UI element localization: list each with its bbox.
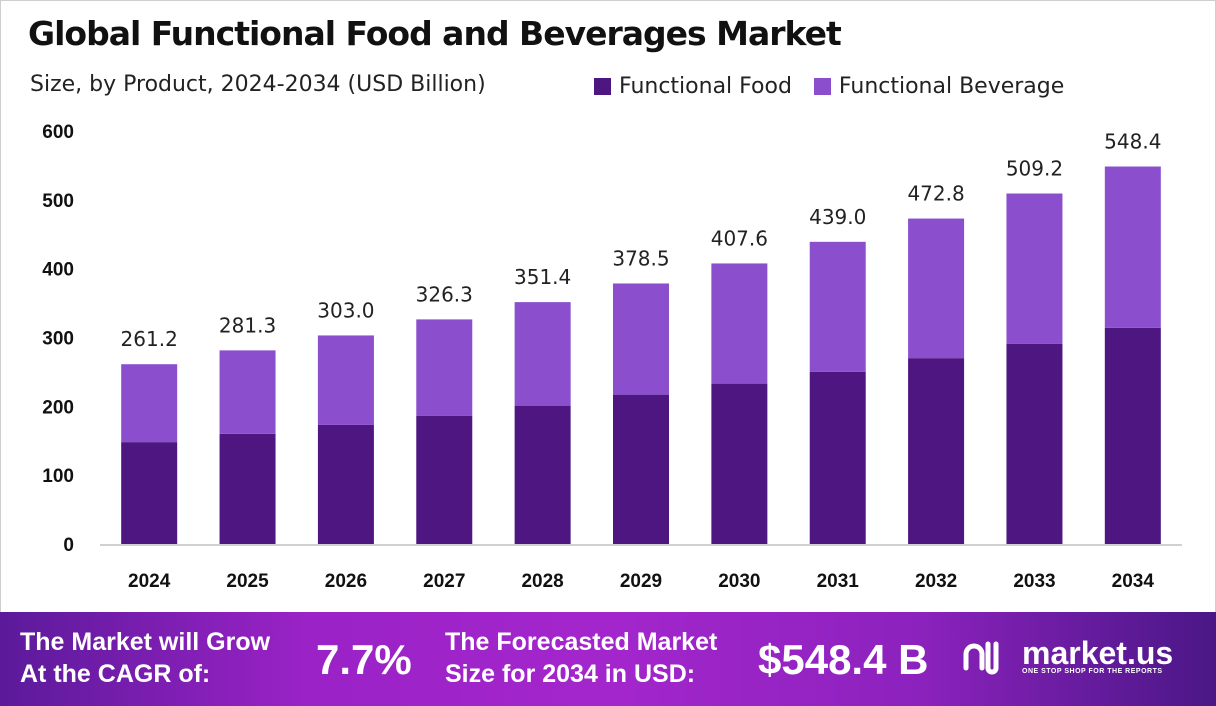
x-tick-label: 2032 <box>915 571 957 592</box>
data-label: 472.8 <box>907 182 964 206</box>
legend-swatch-beverage <box>813 78 831 95</box>
data-label: 326.3 <box>416 282 473 306</box>
cagr-value: 7.7% <box>316 636 412 683</box>
x-tick-label: 2030 <box>718 571 760 592</box>
y-tick-label: 100 <box>42 466 74 487</box>
y-tick-label: 400 <box>42 260 74 281</box>
x-tick-label: 2027 <box>423 571 465 592</box>
legend-swatch-food <box>594 78 611 95</box>
chart-title: Global Functional Food and Beverages Mar… <box>28 14 842 53</box>
forecast-label: The Forecasted Market Size for 2034 in US… <box>445 626 717 690</box>
data-label: 439.0 <box>809 205 866 229</box>
forecast-label-line: The Forecasted Market <box>445 628 718 656</box>
bar-functional-food <box>219 433 276 544</box>
x-tick-label: 2025 <box>226 571 269 592</box>
logo-icon <box>963 641 999 675</box>
legend-item-beverage: Functional Beverage <box>813 74 1065 99</box>
x-tick-label: 2026 <box>325 571 367 592</box>
x-tick-label: 2024 <box>128 571 171 592</box>
logo-tagline: ONE STOP SHOP FOR THE REPORTS <box>1022 667 1163 675</box>
data-label: 509.2 <box>1006 157 1063 181</box>
bar-functional-food <box>908 358 965 544</box>
data-label: 548.4 <box>1104 130 1161 154</box>
footer-banner: The Market will Grow At the CAGR of: 7.7%… <box>0 612 1216 706</box>
x-tick-label: 2034 <box>1112 571 1155 592</box>
bar-functional-beverage <box>1104 166 1161 328</box>
x-tick-label: 2028 <box>521 571 563 592</box>
y-tick-label: 500 <box>42 191 74 212</box>
y-tick-label: 200 <box>42 397 74 418</box>
bar-functional-beverage <box>317 335 374 425</box>
bar-functional-food <box>809 371 866 544</box>
bar-functional-beverage <box>514 302 571 406</box>
data-label: 281.3 <box>219 313 276 337</box>
forecast-value: $548.4 B <box>758 636 929 683</box>
y-tick-label: 600 <box>42 122 74 143</box>
y-tick-label: 300 <box>42 329 74 350</box>
y-tick-label: 0 <box>63 535 74 556</box>
bar-functional-beverage <box>711 263 768 384</box>
market-us-logo: market.us ONE STOP SHOP FOR THE REPORTS <box>962 634 1173 678</box>
data-label: 378.5 <box>612 246 669 270</box>
bar-functional-beverage <box>219 350 276 434</box>
chart-subtitle: Size, by Product, 2024-2034 (USD Billion… <box>30 72 486 97</box>
legend-item-food: Functional Food <box>594 74 792 99</box>
forecast-label-line: Size for 2034 in USD: <box>445 660 696 688</box>
bar-functional-food <box>613 394 669 544</box>
logo-text: market.us <box>1022 634 1174 671</box>
bar-functional-food <box>514 405 571 544</box>
cagr-label-line: The Market will Grow <box>20 628 271 656</box>
bar-functional-food <box>121 442 178 544</box>
data-label: 303.0 <box>317 298 374 322</box>
x-tick-label: 2031 <box>817 571 860 592</box>
bar-functional-food <box>711 383 768 544</box>
cagr-label-line: At the CAGR of: <box>20 660 211 688</box>
bar-functional-food <box>1104 327 1161 544</box>
data-label: 261.2 <box>121 327 178 351</box>
bar-functional-food <box>416 415 473 544</box>
bar-functional-beverage <box>908 218 965 359</box>
data-label: 351.4 <box>514 265 571 289</box>
bar-functional-beverage <box>121 364 178 443</box>
bar-functional-food <box>1006 343 1063 544</box>
x-tick-label: 2029 <box>620 571 662 592</box>
legend-label: Functional Food <box>619 74 792 99</box>
bar-functional-beverage <box>416 319 473 416</box>
bar-functional-food <box>317 424 374 544</box>
data-label: 407.6 <box>711 226 768 250</box>
bar-functional-beverage <box>613 283 669 395</box>
cagr-label: The Market will Grow At the CAGR of: <box>20 626 270 690</box>
legend-label: Functional Beverage <box>838 74 1065 99</box>
x-tick-label: 2033 <box>1013 571 1055 592</box>
legend: Functional Food Functional Beverage <box>594 74 1064 99</box>
bar-functional-beverage <box>809 241 866 372</box>
bar-chart: 0 100 200 300 400 500 600 261.2 2024 281.3 2025 303… <box>42 122 1182 592</box>
bar-functional-beverage <box>1006 193 1063 344</box>
